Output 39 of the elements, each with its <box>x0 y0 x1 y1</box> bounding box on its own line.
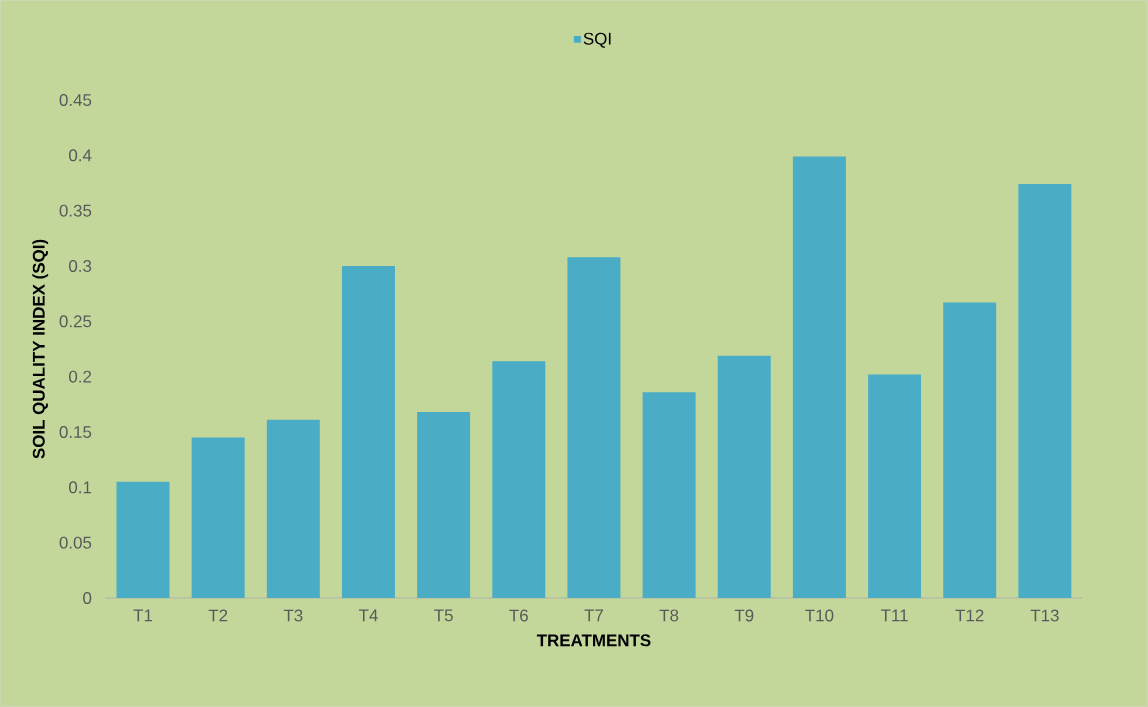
bar <box>417 412 471 598</box>
y-tick-label: 0.05 <box>59 536 92 549</box>
x-tick-label: T8 <box>659 609 679 622</box>
y-tick-label: 0.2 <box>69 370 92 383</box>
y-tick-label: 0.15 <box>59 425 92 438</box>
legend-label: SQI <box>583 32 611 48</box>
y-tick-label: 0.25 <box>59 315 92 328</box>
bar <box>1018 184 1072 598</box>
y-axis-title: SOIL QUALITY INDEX (SQI) <box>32 239 49 459</box>
x-tick-label: T9 <box>734 609 754 622</box>
bar <box>943 302 997 598</box>
x-tick-label: T2 <box>208 609 228 622</box>
x-tick-label: T12 <box>955 609 984 622</box>
x-tick-label: T7 <box>584 609 603 622</box>
x-tick-label: T6 <box>509 609 528 622</box>
x-tick-label: T1 <box>133 609 153 622</box>
bar <box>191 437 245 598</box>
bar <box>116 481 170 598</box>
bar <box>492 361 546 598</box>
x-tick-label: T11 <box>880 609 908 622</box>
bar <box>266 419 320 598</box>
y-tick-label: 0.35 <box>59 204 92 217</box>
bar <box>792 156 846 598</box>
x-tick-label: T10 <box>805 609 834 622</box>
bar <box>868 374 922 598</box>
bar <box>717 355 771 598</box>
x-tick-label: T13 <box>1030 609 1059 622</box>
y-tick-label: 0.4 <box>69 149 92 162</box>
bar <box>567 257 621 598</box>
y-tick-label: 0.45 <box>59 93 92 106</box>
y-tick-label: 0.1 <box>69 481 92 494</box>
y-tick-label: 0.3 <box>69 259 92 272</box>
bar <box>341 265 395 598</box>
x-tick-label: T5 <box>434 609 453 622</box>
x-axis-title: TREATMENTS <box>536 634 651 647</box>
y-tick-label: 0 <box>83 591 92 604</box>
x-tick-label: T3 <box>283 609 303 622</box>
bar <box>642 392 696 598</box>
x-tick-label: T4 <box>358 609 378 622</box>
